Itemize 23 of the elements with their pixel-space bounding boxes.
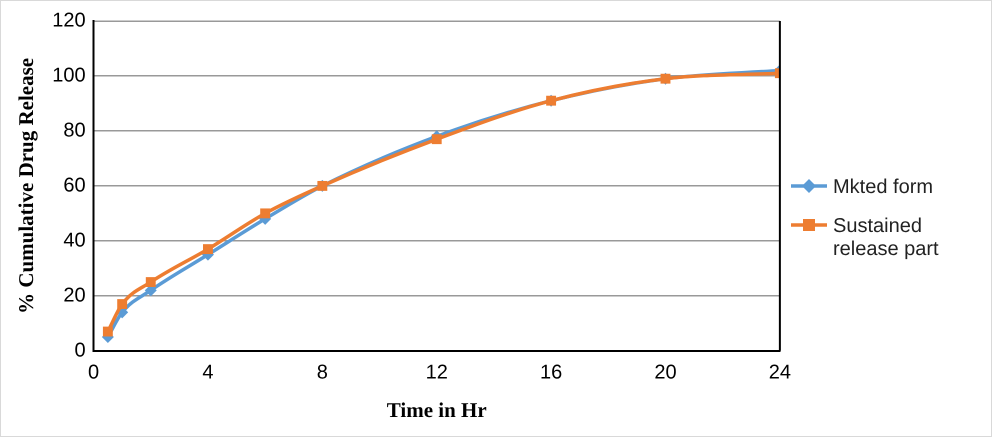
y-tick-label: 100 [52,64,86,86]
x-tick-label: 8 [316,361,328,384]
legend-label: Sustained release part [833,215,940,261]
y-tick-label: 0 [74,339,86,362]
point [117,299,128,310]
y-tick-label: 120 [52,10,86,32]
point [260,208,270,218]
x-tick-label: 20 [654,361,677,384]
point [203,244,213,254]
y-tick-label: 80 [63,119,86,142]
point [102,326,113,337]
x-tick-label: 4 [202,361,214,384]
x-tick-label: 16 [540,361,562,384]
x-tick-label: 12 [426,361,448,384]
point [432,134,442,144]
y-tick-label: 40 [63,229,86,252]
y-tick-label: 20 [63,284,86,306]
y-axis-title: % Cumulative Drug Release [14,58,38,314]
point [146,277,156,288]
x-tick-label: 24 [768,361,791,384]
x-axis-title: Time in Hr [386,398,487,422]
legend-label: Mkted form [833,176,934,199]
y-tick-label: 60 [63,174,86,196]
